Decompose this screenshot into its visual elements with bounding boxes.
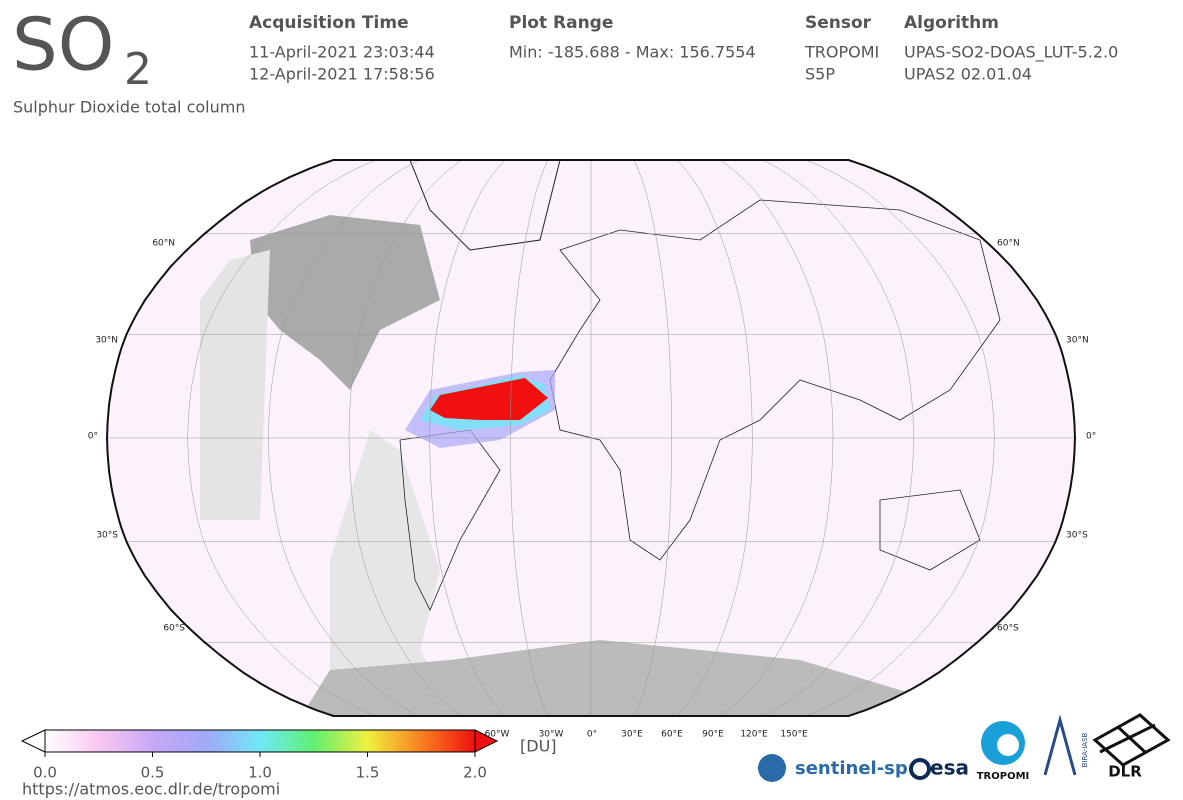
map xyxy=(105,159,1077,717)
range-label: Plot Range xyxy=(509,13,613,33)
algorithm-line: UPAS-SO2-DOAS_LUT-5.2.0 xyxy=(904,43,1118,63)
tropomi-logo: TROPOMI xyxy=(977,771,1030,782)
colorbar-extend-min xyxy=(20,729,46,753)
colorbar-tick-label: 2.0 xyxy=(463,764,487,782)
sentinel-icon xyxy=(758,754,786,782)
lon-label: 150°E xyxy=(780,730,808,740)
colorbar-tick-label: 1.5 xyxy=(356,764,380,782)
logos: sentinel-sp esa TROPOMI BIRA-IASB DLR xyxy=(758,713,1171,782)
land-gray xyxy=(250,215,440,390)
map-border xyxy=(105,159,1077,717)
acq-start: 11-April-2021 23:03:44 xyxy=(249,43,435,62)
greenland-outline xyxy=(409,160,561,251)
url: https://atmos.eoc.dlr.de/tropomi xyxy=(22,780,280,799)
subtitle: Sulphur Dioxide total column xyxy=(13,98,245,117)
sensor-line: S5P xyxy=(805,65,835,84)
lon-label: 30°E xyxy=(621,730,643,740)
sensor-line: TROPOMI xyxy=(804,43,879,62)
esa-logo: esa xyxy=(930,756,969,780)
lat-label: 60°S xyxy=(163,624,185,634)
graticule xyxy=(107,160,1075,716)
tropomi-icon-eye xyxy=(997,734,1019,756)
algorithm-line: UPAS2 02.01.04 xyxy=(904,65,1032,84)
colorbar-tick-label: 0.0 xyxy=(33,764,57,782)
lat-label: 30°N xyxy=(95,336,118,346)
colorbar-unit: [DU] xyxy=(520,737,557,756)
lat-label: 60°S xyxy=(997,624,1019,634)
bira-logo: BIRA-IASB xyxy=(1081,732,1089,767)
colorbar-tick-label: 1.0 xyxy=(248,764,272,782)
plume-core xyxy=(430,378,548,420)
australia-outline xyxy=(879,489,981,571)
no-data-area xyxy=(200,250,270,520)
lat-label: 30°S xyxy=(96,531,118,541)
lon-label: 90°E xyxy=(702,730,724,740)
lat-label: 0° xyxy=(88,432,98,442)
lon-label: 60°W xyxy=(485,730,510,740)
lon-label: 0° xyxy=(587,730,597,740)
range-text: Min: -185.688 - Max: 156.7554 xyxy=(509,43,756,62)
colorbar: [DU] 0.0 0.5 1.0 1.5 2.0 xyxy=(20,729,557,782)
lat-label: 30°S xyxy=(1066,531,1088,541)
lon-label: 30°W xyxy=(539,730,564,740)
sensor-label: Sensor xyxy=(805,13,872,33)
colorbar-tick-label: 0.5 xyxy=(141,764,165,782)
eurasia-africa-outline xyxy=(549,199,1001,561)
lat-label: 60°N xyxy=(152,239,175,249)
colorbar-gradient xyxy=(44,729,476,753)
lon-label: 60°E xyxy=(661,730,683,740)
antarctica xyxy=(300,640,1000,716)
lat-label: 30°N xyxy=(1066,336,1089,346)
esa-icon xyxy=(909,758,931,780)
title: SO xyxy=(12,3,114,87)
no-data-area xyxy=(330,430,450,700)
dlr-icon xyxy=(1092,713,1171,767)
lat-label: 60°N xyxy=(997,239,1020,249)
bira-icon xyxy=(1043,714,1077,776)
acq-label: Acquisition Time xyxy=(249,13,409,33)
sentinel-logo: sentinel-sp xyxy=(795,758,908,779)
algorithm-label: Algorithm xyxy=(904,13,999,33)
lat-label: 0° xyxy=(1086,432,1096,442)
title-subscript: 2 xyxy=(124,44,152,95)
map-layers xyxy=(107,160,1075,716)
acq-end: 12-April-2021 17:58:56 xyxy=(249,65,435,84)
dlr-logo: DLR xyxy=(1108,763,1142,781)
lon-label: 120°E xyxy=(740,730,768,740)
